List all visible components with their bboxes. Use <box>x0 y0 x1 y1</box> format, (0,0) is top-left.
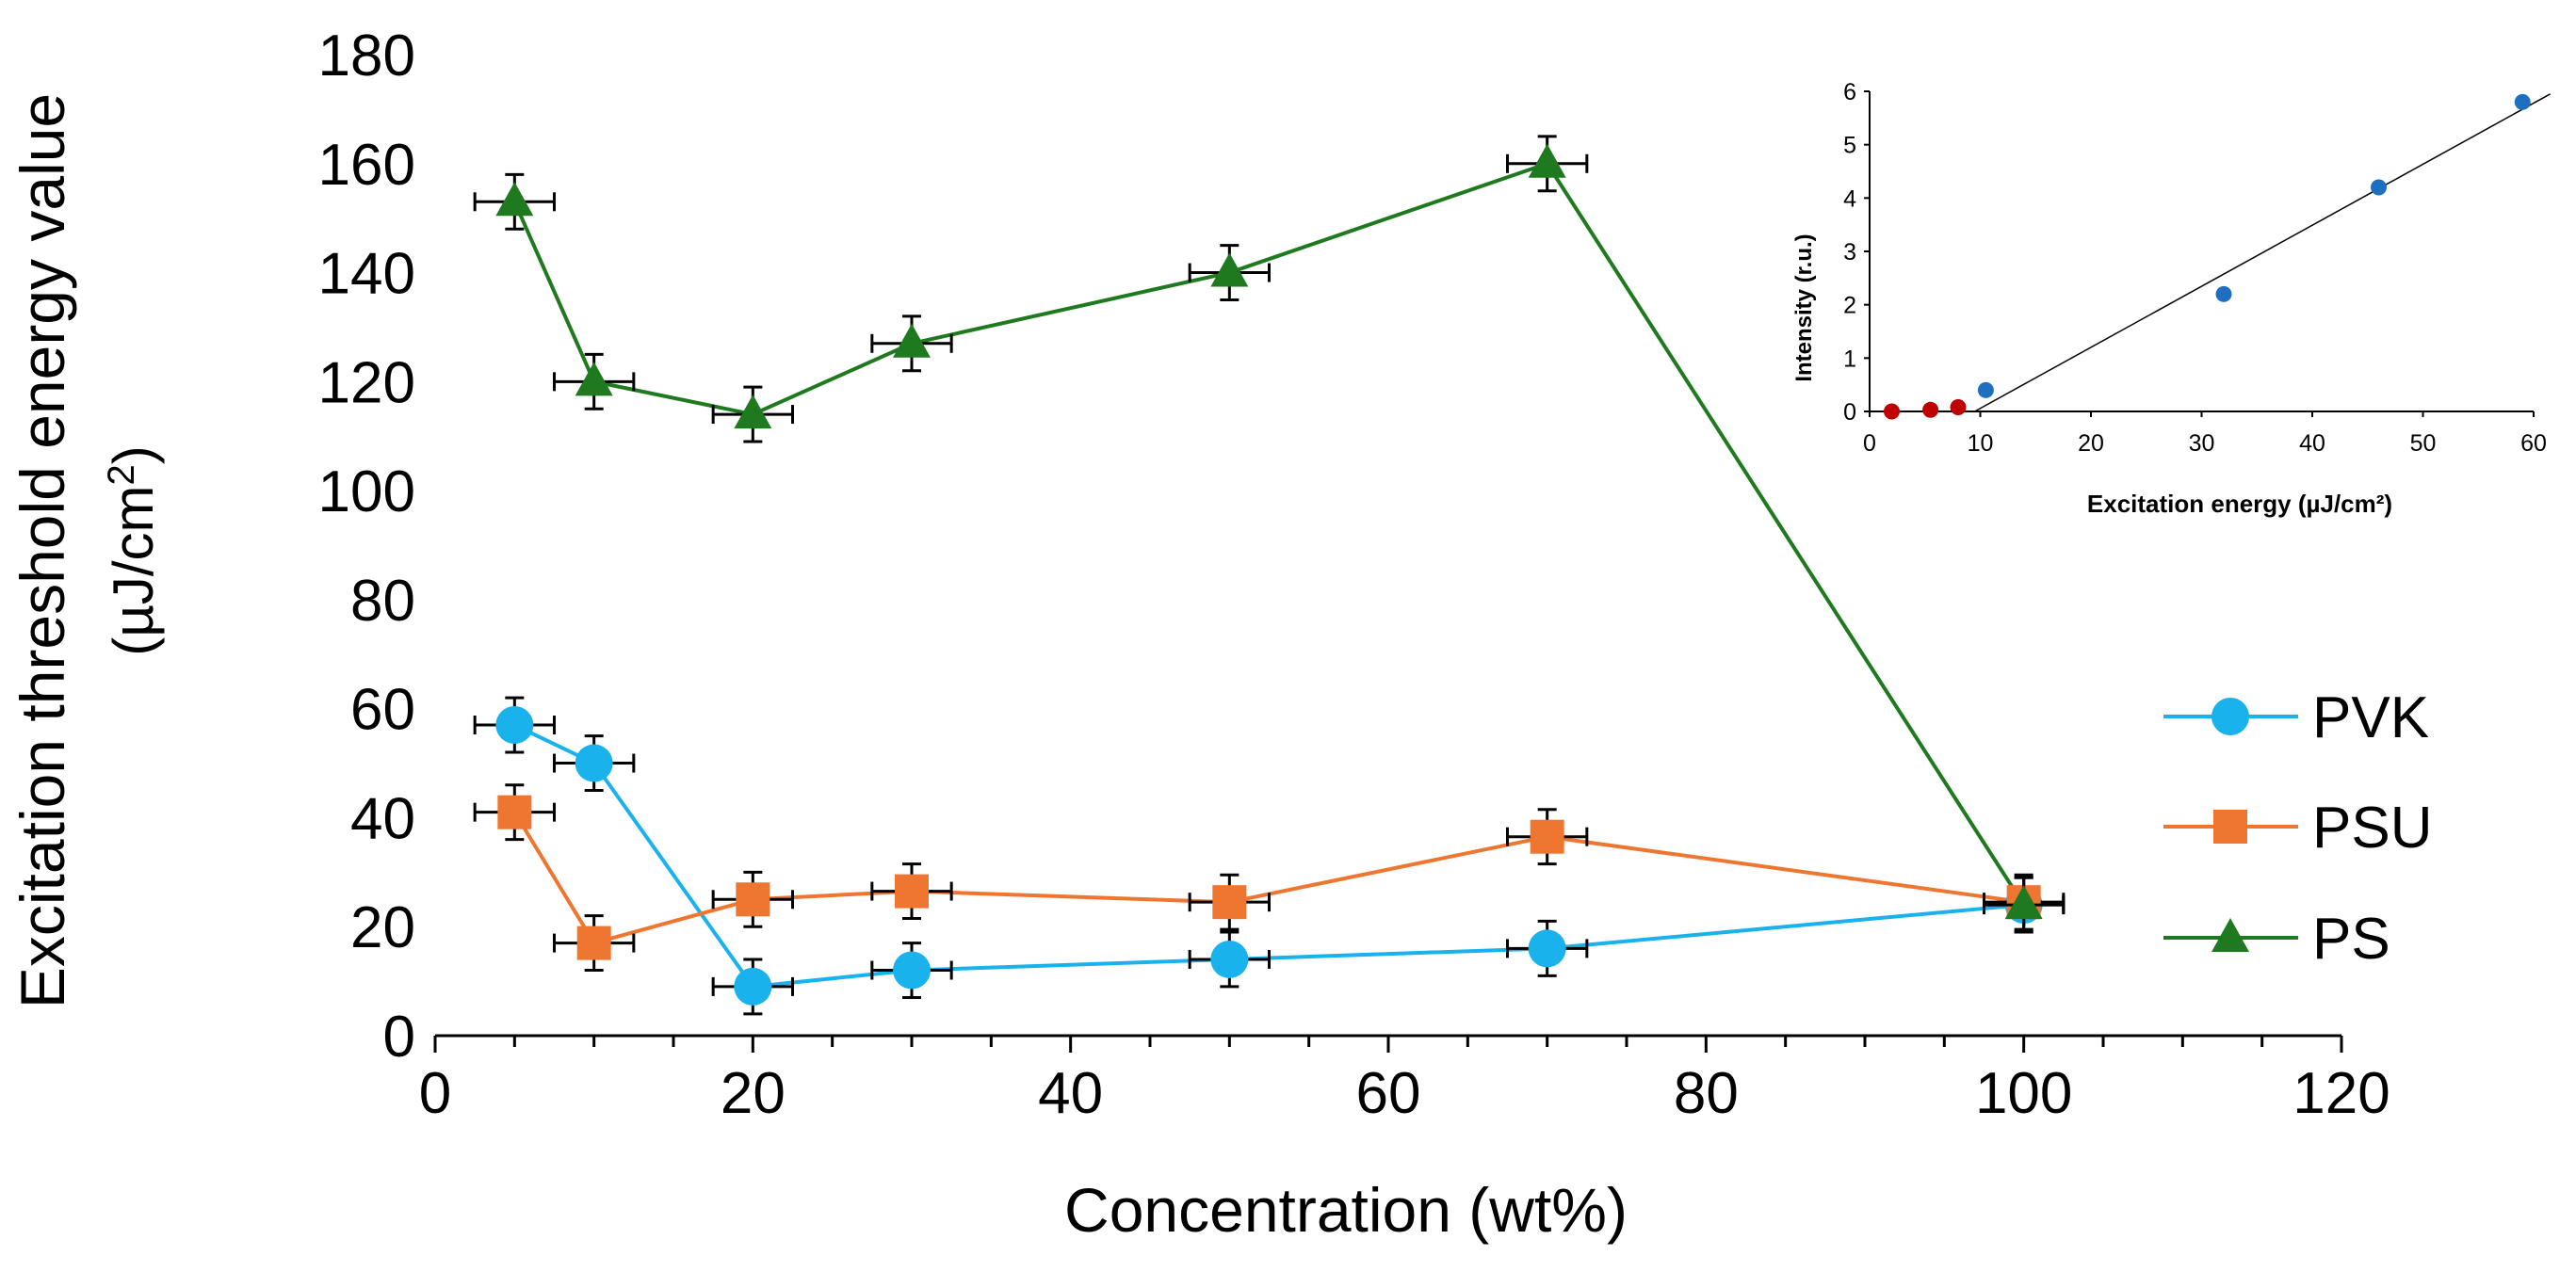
psu-point <box>497 795 532 829</box>
inset-y-tick-label: 2 <box>1843 293 1856 319</box>
legend-label: PS <box>2312 907 2390 972</box>
ps-point <box>1210 252 1249 287</box>
pvk-point <box>495 706 534 745</box>
series-ps-points <box>473 135 2066 934</box>
inset-y-tick-label: 5 <box>1843 133 1856 159</box>
inset-y-tick-label: 4 <box>1843 185 1856 212</box>
y-tick-label: 40 <box>350 786 415 851</box>
psu-point <box>895 874 929 909</box>
inset-point <box>1922 401 1939 418</box>
y-tick-label: 180 <box>318 24 415 89</box>
inset-y-tick-label: 6 <box>1843 79 1856 105</box>
inset-point <box>2514 93 2531 110</box>
ps-point <box>495 182 534 217</box>
psu-point <box>2213 810 2247 844</box>
inset-x-tick-label: 20 <box>2078 430 2104 457</box>
psu-point <box>576 926 611 960</box>
inset-x-axis-title: Excitation energy (µJ/cm²) <box>2087 490 2392 518</box>
inset-y-tick-label: 3 <box>1843 239 1856 266</box>
y-axis-title: Excitation threshold energy value <box>8 93 77 1008</box>
pvk-point <box>734 967 772 1006</box>
pvk-point <box>893 951 931 990</box>
inset-x-tick-label: 10 <box>1968 430 1994 457</box>
legend-label: PSU <box>2312 796 2432 861</box>
inset-point <box>2371 179 2387 196</box>
inset-x-tick-label: 30 <box>2189 430 2215 457</box>
y-tick-label: 160 <box>318 133 415 198</box>
y-tick-label: 120 <box>318 350 415 415</box>
y-axis-unit: (µJ/cm2) <box>101 445 165 655</box>
inset-x-tick-label: 60 <box>2520 430 2547 457</box>
legend-item-ps: PS <box>2163 907 2390 972</box>
inset-point <box>1977 381 1994 398</box>
inset-series-below-threshold <box>1884 398 1967 420</box>
legend-label: PVK <box>2312 685 2429 750</box>
x-tick-label: 20 <box>721 1061 786 1126</box>
y-tick-label: 20 <box>350 895 415 960</box>
x-tick-label: 0 <box>419 1061 451 1126</box>
x-axis-title: Concentration (wt%) <box>1064 1175 1628 1245</box>
y-tick-label: 60 <box>350 678 415 743</box>
x-tick-label: 120 <box>2292 1061 2390 1126</box>
psu-point <box>1212 885 1247 920</box>
inset-y-axis-title: Intensity (r.u.) <box>1791 233 1817 381</box>
legend-item-pvk: PVK <box>2163 685 2429 750</box>
ps-point <box>2211 918 2249 952</box>
y-tick-label: 140 <box>318 242 415 307</box>
ps-point <box>893 323 931 358</box>
inset-point <box>1884 403 1900 420</box>
inset-point <box>2215 285 2232 302</box>
x-tick-label: 80 <box>1674 1061 1739 1126</box>
y-tick-label: 100 <box>318 459 415 524</box>
psu-point <box>736 882 770 917</box>
inset-chart: 0 10 20 30 40 50 60 0 1 2 3 4 5 6 <box>1843 79 2551 457</box>
inset-y-tick-label: 1 <box>1843 346 1856 372</box>
pvk-point <box>2211 698 2249 735</box>
pvk-point <box>1528 929 1566 968</box>
inset-y-tick-label: 0 <box>1843 399 1856 426</box>
legend-item-psu: PSU <box>2163 796 2432 861</box>
y-tick-label: 0 <box>383 1005 415 1070</box>
inset-x-tick-label: 40 <box>2299 430 2325 457</box>
ps-point <box>734 394 772 429</box>
legend: PVK PSU PS <box>2163 685 2432 972</box>
ps-point <box>575 362 613 396</box>
inset-x-tick-label: 0 <box>1863 430 1876 457</box>
ps-point <box>1528 143 1566 178</box>
inset-fit-line <box>1974 93 2551 412</box>
psu-point <box>1530 819 1564 854</box>
inset-point <box>1950 398 1967 415</box>
ps-point <box>2004 885 2043 920</box>
x-tick-label: 60 <box>1356 1061 1421 1126</box>
inset-x-tick-label: 50 <box>2410 430 2437 457</box>
inset-series-above-threshold <box>1977 93 2531 398</box>
y-tick-label: 80 <box>350 569 415 634</box>
main-plot-area <box>473 135 2066 1016</box>
x-tick-label: 40 <box>1038 1061 1103 1126</box>
pvk-point <box>575 744 613 782</box>
x-tick-label: 100 <box>1975 1061 2072 1126</box>
pvk-point <box>1210 940 1249 978</box>
